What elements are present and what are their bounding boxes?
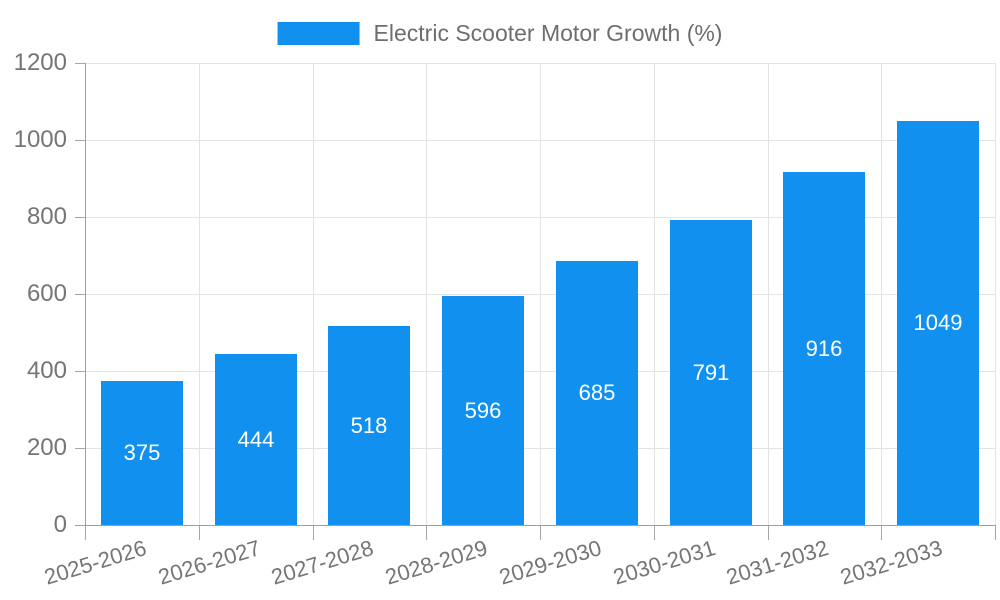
x-tick — [995, 525, 996, 540]
y-tick — [75, 371, 85, 372]
v-gridline — [654, 63, 655, 525]
v-gridline — [995, 63, 996, 525]
chart-legend: Electric Scooter Motor Growth (%) — [277, 20, 723, 47]
bar-value-label: 1049 — [913, 310, 963, 335]
x-axis-tick-label: 2026-2027 — [155, 535, 264, 590]
x-axis-tick-label: 2029-2030 — [496, 535, 605, 590]
y-axis-tick-label: 800 — [26, 203, 67, 230]
y-tick — [75, 63, 85, 64]
x-axis-line — [85, 525, 995, 526]
x-axis-tick-label: 2032-2033 — [837, 535, 946, 590]
bar-value-label: 444 — [237, 426, 275, 452]
x-axis-tick-label: 2031-2032 — [723, 535, 832, 590]
bar: 916 — [783, 172, 865, 525]
x-tick — [654, 525, 655, 540]
bar-value-label: 518 — [350, 412, 388, 438]
y-axis-tick-label: 0 — [53, 511, 67, 538]
x-axis-tick-label: 2025-2026 — [41, 535, 150, 590]
bar: 518 — [328, 326, 410, 525]
bar-value-label: 916 — [805, 335, 843, 361]
y-axis-tick-label: 1200 — [13, 49, 67, 76]
y-axis-tick-label: 200 — [26, 434, 67, 461]
bar: 596 — [442, 296, 524, 525]
bar: 685 — [556, 261, 638, 525]
v-gridline — [768, 63, 769, 525]
bar-value-label: 375 — [123, 440, 161, 465]
bar: 1049 — [897, 121, 979, 525]
bar-value-label: 596 — [464, 397, 502, 423]
y-axis-tick-label: 1000 — [13, 126, 67, 153]
y-axis-line — [85, 63, 86, 525]
y-axis-tick-label: 400 — [26, 357, 67, 384]
legend-swatch — [277, 22, 360, 45]
x-tick — [881, 525, 882, 540]
y-tick — [75, 217, 85, 218]
x-tick — [540, 525, 541, 540]
v-gridline — [540, 63, 541, 525]
v-gridline — [426, 63, 427, 525]
y-axis-tick-label: 600 — [26, 280, 67, 307]
chart-title: Electric Scooter Motor Growth (%) — [373, 20, 723, 46]
y-tick — [75, 294, 85, 295]
y-tick — [75, 525, 85, 526]
y-tick — [75, 140, 85, 141]
bar: 375 — [101, 381, 183, 525]
x-tick — [85, 525, 86, 540]
bar-value-label: 791 — [692, 359, 730, 385]
x-axis-tick-label: 2030-2031 — [610, 535, 719, 590]
v-gridline — [199, 63, 200, 525]
x-axis-tick-label: 2028-2029 — [382, 535, 491, 590]
x-tick — [199, 525, 200, 540]
bar: 444 — [215, 354, 297, 525]
bar-value-label: 685 — [578, 380, 616, 405]
x-tick — [768, 525, 769, 540]
v-gridline — [881, 63, 882, 525]
bar: 791 — [670, 220, 752, 525]
x-tick — [426, 525, 427, 540]
v-gridline — [313, 63, 314, 525]
x-axis-tick-label: 2027-2028 — [268, 535, 377, 590]
x-tick — [313, 525, 314, 540]
y-tick — [75, 448, 85, 449]
